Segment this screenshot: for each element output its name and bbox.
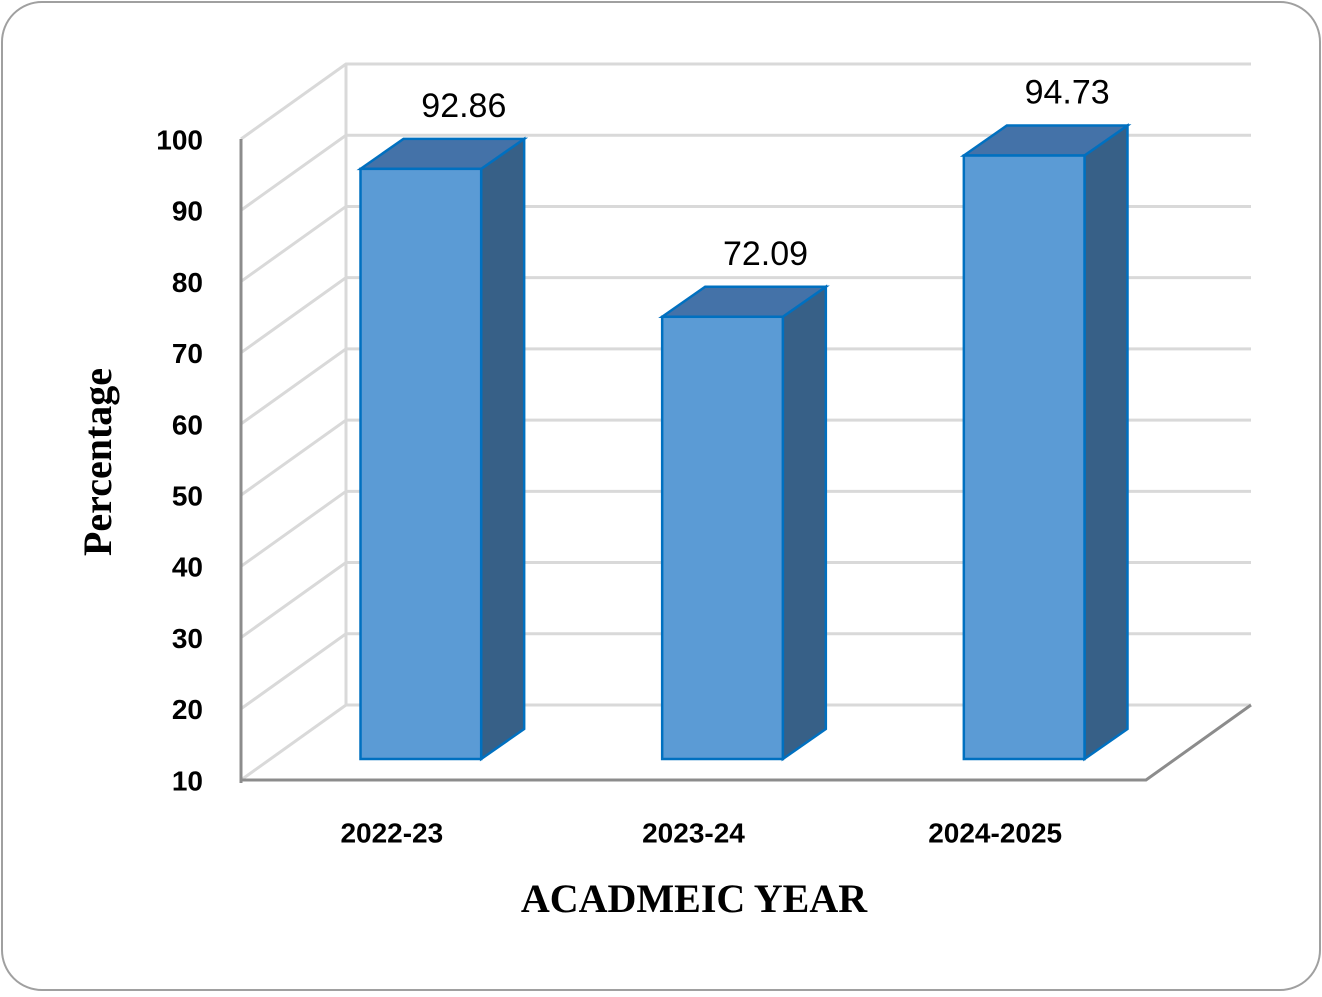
bar-side (1083, 123, 1129, 762)
bar-side (479, 136, 526, 762)
grid-line (240, 632, 1251, 710)
floor (241, 703, 1252, 782)
grid-line (240, 703, 1251, 782)
grid-line (240, 489, 1251, 568)
value-label: 92.86 (421, 87, 506, 125)
y-tick-label: 100 (156, 124, 203, 155)
y-axis-title: Percentage (75, 368, 120, 556)
grid-line (240, 561, 1251, 639)
y-tick-label: 90 (172, 196, 203, 227)
x-tick-label: 2024-2025 (928, 817, 1062, 848)
x-axis-title: ACADMEIC YEAR (521, 876, 868, 921)
bar (359, 167, 483, 761)
value-label: 72.09 (723, 235, 808, 273)
grid-line (240, 347, 1251, 426)
bar-side (781, 284, 828, 762)
y-tick-label: 30 (172, 623, 203, 654)
grid-line (240, 418, 1251, 497)
grid-line (240, 62, 1251, 141)
y-tick-label: 20 (172, 694, 203, 725)
y-tick-label: 40 (172, 552, 203, 583)
value-label: 94.73 (1025, 74, 1110, 112)
grid-line (240, 276, 1251, 354)
x-tick-label: 2022-23 (340, 817, 443, 848)
grid-line (240, 204, 1251, 283)
x-tick-label: 2023-24 (642, 817, 745, 848)
grid-line (240, 133, 1251, 212)
y-tick-label: 70 (172, 338, 203, 369)
y-tick-label: 10 (172, 765, 203, 796)
bar (660, 315, 785, 761)
bar (962, 154, 1086, 761)
y-tick-label: 80 (172, 267, 203, 298)
y-tick-label: 50 (172, 481, 203, 512)
y-tick-label: 60 (172, 409, 203, 440)
